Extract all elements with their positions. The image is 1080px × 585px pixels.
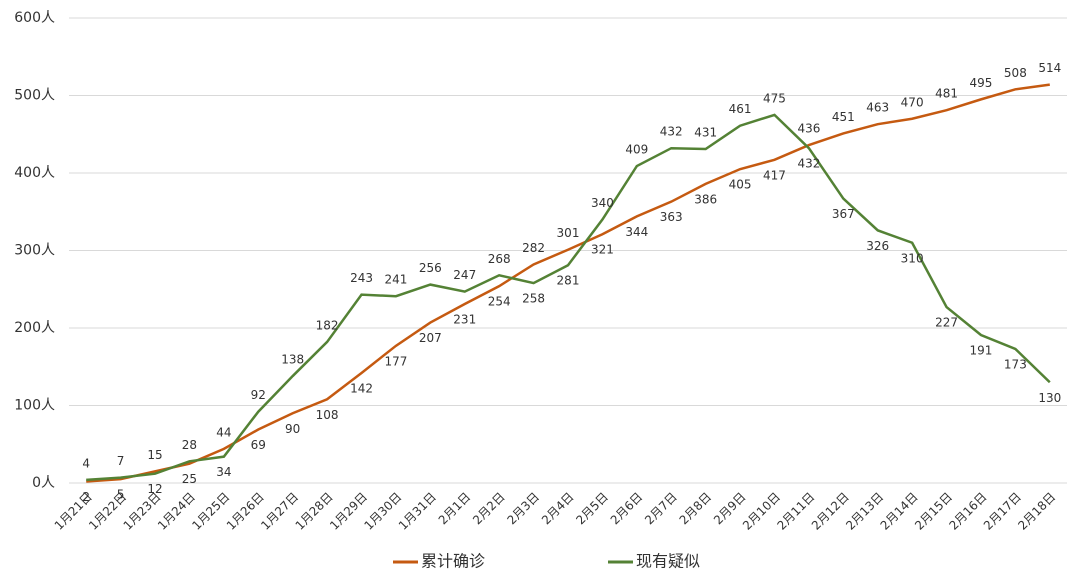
data-label: 281 (557, 274, 580, 288)
x-tick-label: 2月3日 (505, 490, 543, 528)
data-label: 108 (316, 408, 339, 422)
series-line (86, 113, 1051, 482)
y-tick-label: 600人 (14, 10, 55, 26)
data-label: 243 (350, 271, 373, 285)
data-label: 247 (453, 268, 476, 282)
data-label: 173 (1004, 357, 1027, 371)
data-label: 25 (182, 472, 197, 486)
y-tick-label: 400人 (14, 165, 55, 181)
data-label: 431 (694, 125, 717, 139)
legend-label: 现有疑似 (636, 552, 700, 571)
data-label: 405 (729, 178, 752, 192)
y-tick-label: 200人 (14, 320, 55, 336)
data-label: 182 (316, 318, 339, 332)
x-tick-label: 2月8日 (677, 490, 715, 528)
data-label: 2 (82, 490, 90, 504)
y-tick-label: 300人 (14, 243, 55, 259)
data-label: 256 (419, 261, 442, 275)
data-label: 340 (591, 196, 614, 210)
data-label: 177 (384, 354, 407, 368)
data-label: 481 (935, 87, 958, 101)
data-label: 207 (419, 331, 442, 345)
data-label: 514 (1038, 61, 1061, 75)
x-tick-label: 1月31日 (396, 490, 439, 533)
data-label: 475 (763, 91, 786, 105)
x-tick-label: 2月1日 (436, 490, 474, 528)
data-label: 301 (557, 226, 580, 240)
x-tick-label: 2月5日 (573, 490, 611, 528)
data-label: 432 (797, 157, 820, 171)
x-tick-label: 2月2日 (470, 490, 508, 528)
data-label: 282 (522, 241, 545, 255)
data-label: 191 (970, 343, 993, 357)
data-label: 268 (488, 252, 511, 266)
data-label: 15 (147, 448, 162, 462)
x-tick-label: 2月18日 (1015, 490, 1058, 533)
data-label: 326 (866, 239, 889, 253)
data-label: 409 (625, 143, 648, 157)
data-label: 258 (522, 292, 545, 306)
data-label: 7 (117, 454, 125, 468)
data-label: 28 (182, 438, 197, 452)
series-line (86, 83, 1050, 483)
x-tick-label: 2月4日 (539, 490, 577, 528)
data-label: 130 (1038, 391, 1061, 405)
data-label: 321 (591, 243, 614, 257)
data-label: 5 (117, 488, 125, 502)
data-label: 508 (1004, 66, 1027, 80)
data-label: 92 (251, 388, 266, 402)
x-tick-label: 2月6日 (608, 490, 646, 528)
y-tick-label: 0人 (32, 475, 55, 491)
data-label: 231 (453, 312, 476, 326)
x-tick-label: 2月7日 (642, 490, 680, 528)
data-label: 463 (866, 101, 889, 115)
data-label: 432 (660, 125, 683, 139)
data-label: 461 (729, 102, 752, 116)
data-label: 4 (82, 456, 90, 470)
y-tick-label: 100人 (14, 398, 55, 414)
data-label: 495 (970, 76, 993, 90)
data-label: 344 (625, 225, 648, 239)
data-label: 69 (251, 438, 266, 452)
data-label: 386 (694, 192, 717, 206)
data-label: 310 (901, 251, 924, 265)
legend-label: 累计确诊 (421, 552, 485, 571)
data-label: 363 (660, 210, 683, 224)
data-label: 254 (488, 295, 511, 309)
data-label: 417 (763, 168, 786, 182)
data-label: 34 (216, 465, 231, 479)
data-label: 470 (901, 95, 924, 109)
data-label: 44 (216, 425, 231, 439)
data-label: 451 (832, 110, 855, 124)
data-label: 241 (384, 273, 407, 287)
data-label: 367 (832, 207, 855, 221)
y-tick-label: 500人 (14, 88, 55, 104)
data-label: 138 (281, 353, 304, 367)
data-label: 436 (797, 122, 820, 136)
data-label: 12 (147, 482, 162, 496)
data-label: 142 (350, 381, 373, 395)
data-label: 90 (285, 422, 300, 436)
data-label: 227 (935, 316, 958, 330)
